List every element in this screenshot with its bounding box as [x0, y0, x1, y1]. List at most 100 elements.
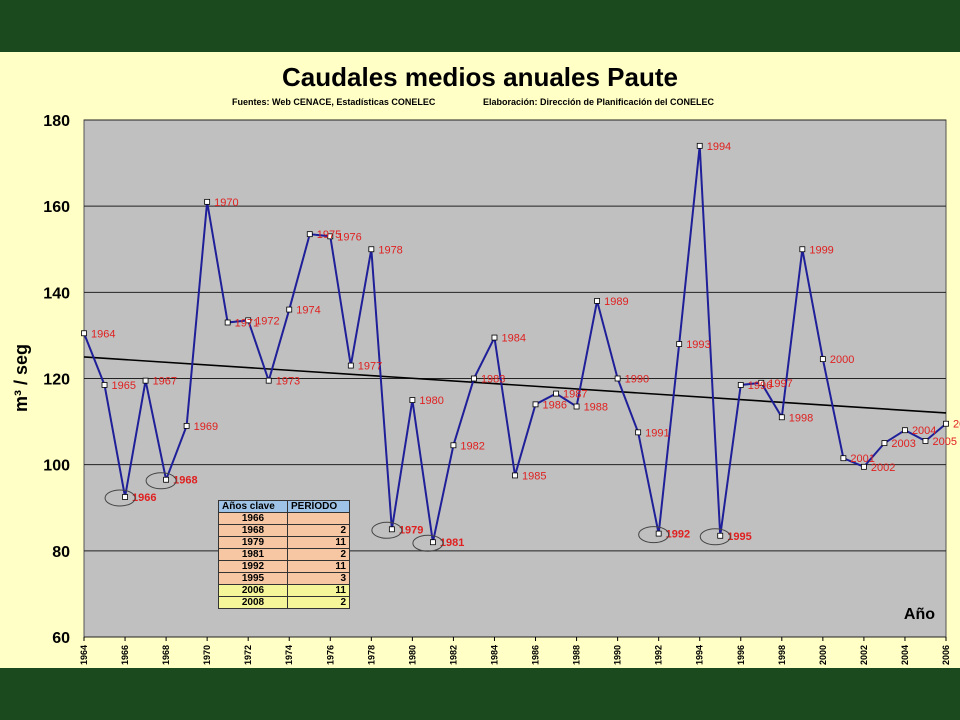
point-label: 1964 [91, 328, 115, 340]
data-point [943, 420, 949, 427]
data-point [368, 246, 375, 253]
data-point [163, 476, 169, 483]
data-point [902, 427, 908, 434]
x-tick-label: 2004 [900, 645, 910, 665]
table-cell-year: 1966 [218, 512, 288, 525]
y-tick-label: 60 [52, 630, 70, 647]
elaboration-note: Elaboración: Dirección de Planificación … [483, 97, 715, 107]
point-label: 1983 [481, 374, 505, 386]
point-label: 1996 [748, 380, 772, 392]
point-label: 1988 [584, 402, 608, 414]
table-cell-year: 1968 [218, 524, 288, 537]
data-point [881, 440, 888, 447]
table-cell-year: 1995 [218, 572, 288, 585]
point-label: 1982 [460, 440, 484, 452]
data-point [861, 463, 867, 470]
table-row: 1992 11 [218, 560, 350, 573]
table-row: 1968 2 [218, 524, 350, 537]
top-band [0, 0, 960, 52]
point-label: 1977 [358, 361, 382, 373]
data-point [388, 526, 395, 533]
grid [84, 119, 946, 638]
source-note: Fuentes: Web CENACE, Estadísticas CONELE… [232, 97, 436, 107]
x-tick-label: 1980 [407, 645, 417, 665]
table-row: 1979 11 [218, 536, 350, 549]
point-label: 1997 [768, 378, 792, 390]
table-cell-period: 3 [287, 572, 350, 585]
table-cell-period: 2 [287, 596, 350, 609]
data-point [532, 401, 539, 408]
chart-title: Caudales medios anuales Paute [282, 62, 678, 92]
data-point [142, 377, 149, 384]
highlight-circle [145, 472, 177, 490]
y-tick-label: 120 [43, 372, 70, 389]
data-point [450, 442, 457, 449]
data-point [204, 198, 211, 205]
data-point [676, 341, 683, 347]
table-header-period: PERÍODO [287, 500, 350, 513]
point-label: 2002 [871, 462, 895, 474]
x-tick-label: 1982 [448, 645, 458, 665]
data-point [737, 382, 744, 388]
x-tick-label: 1978 [366, 645, 376, 665]
data-point [778, 414, 785, 421]
highlight-circle [412, 534, 444, 552]
x-tick-label: 1988 [572, 645, 582, 665]
point-label: 1981 [440, 537, 464, 549]
x-tick-label: 1994 [695, 645, 705, 665]
point-label: 1976 [337, 231, 361, 243]
x-tick-label: 2000 [818, 645, 828, 665]
data-point [245, 317, 252, 324]
data-point [696, 142, 703, 149]
table-cell-year: 1981 [218, 548, 288, 561]
highlight-circle [371, 521, 403, 539]
point-label: 1998 [789, 412, 813, 424]
point-label: 1975 [317, 229, 341, 241]
point-label: 1967 [153, 376, 177, 388]
x-tick-label: 1974 [284, 645, 294, 665]
point-label: 1973 [276, 376, 300, 388]
point-label: 1971 [235, 317, 259, 329]
data-point [471, 375, 477, 382]
point-label: 1974 [296, 305, 320, 317]
y-tick-label: 80 [52, 544, 70, 561]
point-label: 1966 [132, 492, 156, 504]
table-cell-period: 2 [287, 548, 350, 561]
point-label: 2005 [932, 436, 956, 448]
data-point [655, 530, 662, 537]
point-label: 2006 [953, 419, 960, 431]
bottom-band [0, 668, 960, 720]
highlight-circles [104, 472, 731, 552]
point-label: 1999 [809, 244, 833, 256]
x-tick-label: 1976 [325, 645, 335, 665]
data-point [512, 472, 518, 479]
point-label: 1965 [112, 380, 136, 392]
table-cell-period [287, 512, 350, 525]
highlight-circle [638, 526, 670, 544]
x-tick-label: 2002 [859, 645, 869, 665]
data-point [614, 375, 621, 382]
y-tick-label: 180 [43, 113, 70, 130]
data-point [409, 397, 416, 403]
data-point [553, 390, 559, 397]
point-label: 2004 [912, 425, 936, 437]
table-cell-year: 1992 [218, 560, 288, 573]
x-tick-label: 1996 [736, 645, 746, 665]
point-label: 1970 [214, 197, 238, 209]
x-tick-label: 1972 [243, 645, 253, 665]
x-tick-label: 1966 [120, 645, 130, 665]
x-tick-label: 1968 [161, 645, 171, 665]
point-label: 2001 [850, 453, 874, 465]
point-label: 2000 [830, 354, 854, 366]
point-label: 1984 [501, 333, 525, 345]
point-label: 1979 [399, 524, 423, 536]
point-label: 1995 [727, 531, 751, 543]
data-point [122, 494, 128, 500]
table-cell-year: 1979 [218, 536, 288, 549]
data-point [840, 455, 847, 462]
point-label: 1991 [645, 427, 669, 439]
point-label: 1994 [707, 141, 731, 153]
data-point [347, 362, 354, 369]
